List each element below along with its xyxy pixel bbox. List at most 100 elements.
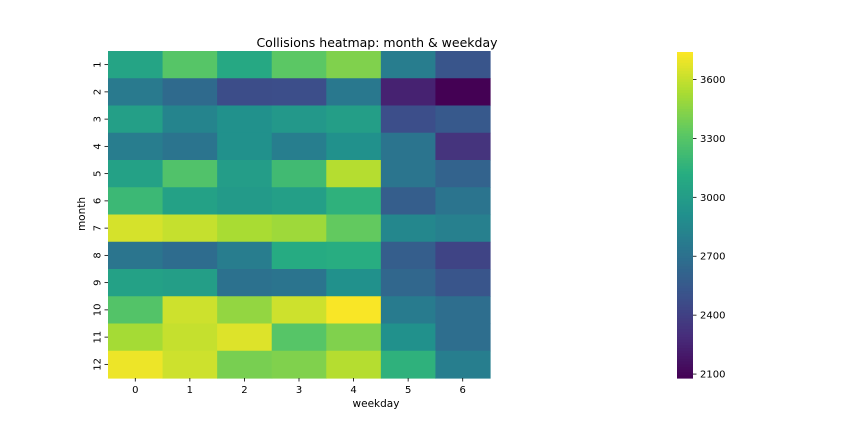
colorbar-segment <box>677 296 693 300</box>
colorbar-segment <box>677 282 693 287</box>
heatmap-cell-m9-d5 <box>380 269 437 297</box>
heatmap-cell-m4-d1 <box>162 132 218 161</box>
heatmap-cell-m10-d3 <box>271 296 327 325</box>
colorbar-segment <box>677 361 693 366</box>
heatmap-cell-m3-d5 <box>380 105 437 134</box>
colorbar-segment <box>677 95 693 99</box>
colorbar-segment <box>677 62 693 67</box>
colorbar-segment <box>677 147 693 151</box>
heatmap-cell-m10-d2 <box>217 296 273 325</box>
colorbar-segment <box>677 310 693 314</box>
colorbar-segment <box>677 206 693 211</box>
colorbar-segment <box>677 111 693 116</box>
heatmap-cell-m4-d5 <box>380 132 437 161</box>
colorbar-tick-label: 2400 <box>700 311 725 322</box>
x-tick-label: 5 <box>405 385 411 396</box>
colorbar-segment <box>677 136 693 140</box>
x-tick-label: 1 <box>187 385 193 396</box>
heatmap-cell-m6-d0 <box>108 187 164 216</box>
y-tick-label: 7 <box>93 225 104 231</box>
heatmap-cell-m7-d0 <box>108 214 164 243</box>
colorbar-segment <box>677 369 693 374</box>
colorbar-segment <box>677 231 693 235</box>
heatmap-cell-m3-d3 <box>271 105 327 134</box>
colorbar-segment <box>677 54 693 59</box>
colorbar-segment <box>677 106 693 110</box>
heatmap-cell-m2-d0 <box>108 78 164 107</box>
colorbar-segment <box>677 326 693 330</box>
colorbar-segment <box>677 312 693 317</box>
y-tick-label: 6 <box>93 198 104 204</box>
colorbar-segment <box>677 57 693 61</box>
heatmap-cell-m4-d3 <box>271 132 327 161</box>
colorbar-segment <box>677 52 693 56</box>
heatmap-cell-m8-d4 <box>326 241 382 270</box>
heatmap-cell-m4-d4 <box>326 132 382 161</box>
colorbar-segment <box>677 293 693 298</box>
colorbar-segment <box>677 168 693 173</box>
heatmap-cell-m8-d5 <box>380 241 437 270</box>
colorbar-segment <box>677 176 693 181</box>
colorbar-segment <box>677 138 693 143</box>
colorbar-segment <box>677 375 693 379</box>
colorbar-segment <box>677 239 693 243</box>
colorbar-segment <box>677 301 693 306</box>
colorbar-segment <box>677 337 693 341</box>
y-tick-label: 10 <box>93 304 104 317</box>
colorbar-segment <box>677 258 693 262</box>
heatmap-cell-m5-d3 <box>271 160 327 188</box>
colorbar-segment <box>677 90 693 94</box>
colorbar-segment <box>677 220 693 224</box>
colorbar-segment <box>677 152 693 156</box>
colorbar-segment <box>677 195 693 200</box>
heatmap-cell-m2-d5 <box>380 78 437 107</box>
heatmap-cell-m11-d6 <box>435 323 491 352</box>
colorbar-segment <box>677 272 693 276</box>
colorbar-segment <box>677 228 693 232</box>
colorbar-segment <box>677 242 693 246</box>
colorbar-segment <box>677 244 693 249</box>
heatmap-cell-m6-d4 <box>326 187 382 216</box>
heatmap-cell-m11-d1 <box>162 323 218 352</box>
heatmap-cell-m11-d2 <box>217 323 273 352</box>
heatmap-cell-m9-d2 <box>217 269 273 297</box>
x-tick-label: 0 <box>132 385 138 396</box>
colorbar-tick-label: 3000 <box>700 193 725 204</box>
heatmap-cell-m6-d3 <box>271 187 327 216</box>
heatmap-cell-m2-d2 <box>217 78 273 107</box>
heatmap-cell-m8-d0 <box>108 241 164 270</box>
colorbar-segment <box>677 160 693 164</box>
heatmap-cell-m5-d6 <box>435 160 491 188</box>
heatmap-cell-m9-d0 <box>108 269 164 297</box>
heatmap-cell-m8-d1 <box>162 241 218 270</box>
colorbar-segment <box>677 350 693 355</box>
heatmap-cell-m9-d3 <box>271 269 327 297</box>
colorbar-segment <box>677 125 693 129</box>
y-axis-label: month <box>76 197 88 231</box>
colorbar-segment <box>677 204 693 208</box>
colorbar-segment <box>677 250 693 254</box>
heatmap-cell-m1-d0 <box>108 51 164 79</box>
heatmap-cell-m5-d1 <box>162 160 218 188</box>
heatmap-cell-m12-d0 <box>108 350 164 379</box>
x-tick-label: 6 <box>460 385 466 396</box>
heatmap-cell-m10-d1 <box>162 296 218 325</box>
colorbar-segment <box>677 345 693 349</box>
colorbar-segment <box>677 247 693 251</box>
colorbar-segment <box>677 141 693 145</box>
colorbar-segment <box>677 174 693 178</box>
colorbar-segment <box>677 68 693 72</box>
colorbar-segment <box>677 285 693 289</box>
colorbar-segment <box>677 155 693 159</box>
colorbar-segment <box>677 60 693 64</box>
heatmap-cell-m2-d4 <box>326 78 382 107</box>
heatmap-cell-m12-d3 <box>271 350 327 379</box>
heatmap-cell-m10-d5 <box>380 296 437 325</box>
colorbar-tick-label: 3600 <box>700 75 725 86</box>
colorbar-segment <box>677 266 693 270</box>
y-tick-label: 11 <box>93 331 104 344</box>
colorbar-segment <box>677 119 693 124</box>
heatmap-cell-m3-d2 <box>217 105 273 134</box>
